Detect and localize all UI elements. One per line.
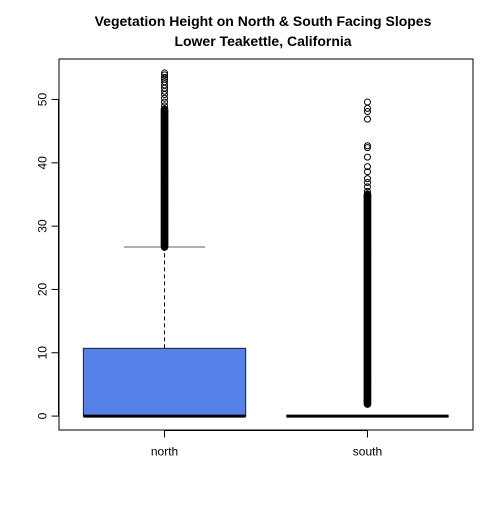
x-tick-label: south	[353, 445, 382, 459]
outlier-point	[161, 69, 169, 77]
outliers-north	[160, 69, 169, 251]
outlier-point	[161, 102, 169, 110]
outlier-point	[161, 73, 169, 81]
outlier-point	[363, 144, 371, 152]
box-north	[82, 347, 247, 417]
outlier-point	[363, 190, 372, 199]
outliers-south	[363, 98, 372, 408]
y-tick-label: 30	[36, 219, 50, 233]
outlier-point	[363, 142, 371, 150]
outlier-point	[363, 98, 371, 106]
outlier-point	[160, 105, 169, 114]
outlier-point	[161, 71, 169, 79]
chart-title: Vegetation Height on North & South Facin…	[95, 13, 432, 29]
outlier-point	[363, 108, 371, 116]
outlier-point	[363, 178, 371, 186]
y-tick-label: 0	[36, 412, 50, 419]
outlier-point	[363, 168, 371, 176]
outlier-point	[161, 78, 169, 86]
outlier-point	[363, 163, 371, 171]
outlier-point	[363, 175, 371, 183]
y-tick-label: 20	[36, 282, 50, 296]
outlier-point	[363, 187, 371, 195]
outlier-point	[363, 115, 371, 123]
outlier-point	[161, 98, 169, 106]
outlier-point	[363, 153, 371, 161]
outlier-point	[363, 183, 371, 191]
y-tick-label: 10	[36, 346, 50, 360]
y-tick-label: 40	[36, 156, 50, 170]
x-tick-label: north	[151, 445, 178, 459]
outlier-point	[161, 94, 169, 102]
y-tick-label: 50	[36, 93, 50, 107]
chart-subtitle: Lower Teakettle, California	[174, 33, 351, 49]
